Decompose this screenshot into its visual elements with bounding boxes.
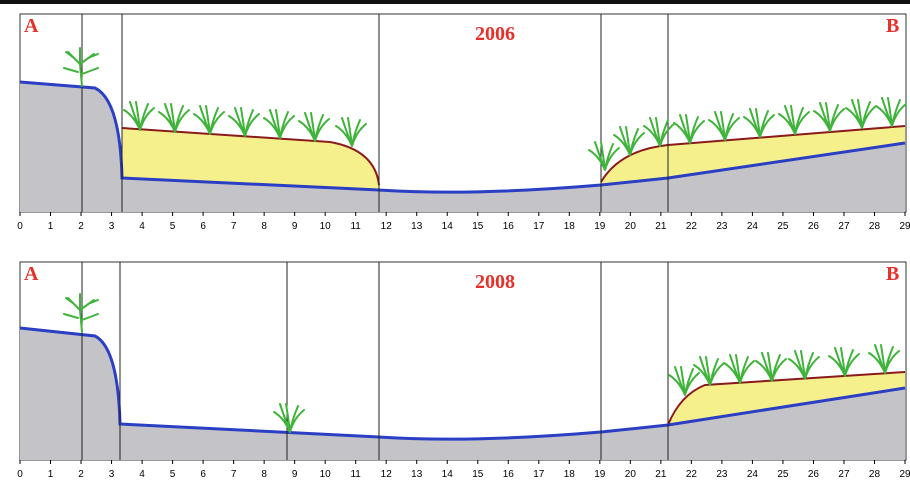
tick-label: 7 xyxy=(231,469,237,480)
tick-label: 4 xyxy=(139,469,145,480)
tick-label: 3 xyxy=(109,469,115,480)
tick-label: 3 xyxy=(109,221,115,232)
tick-label: 24 xyxy=(747,221,759,232)
tick-label: 29 xyxy=(899,221,910,232)
tick-label: 2 xyxy=(78,221,84,232)
tick-label: 9 xyxy=(292,221,298,232)
tick-label: 20 xyxy=(625,469,637,480)
label-a: A xyxy=(24,15,39,37)
tick-label: 8 xyxy=(261,221,267,232)
year: 2008 xyxy=(475,271,515,293)
tick-label: 11 xyxy=(350,469,361,480)
tick-label: 8 xyxy=(261,469,267,480)
tick-label: 23 xyxy=(716,221,728,232)
tick-label: 24 xyxy=(747,469,759,480)
tick-label: 0 xyxy=(17,221,23,232)
tick-label: 5 xyxy=(170,221,176,232)
tick-label: 26 xyxy=(808,469,820,480)
label-b: B xyxy=(886,15,899,37)
tick-label: 25 xyxy=(777,469,789,480)
tick-label: 18 xyxy=(564,469,576,480)
tick-label: 21 xyxy=(655,469,667,480)
tick-label: 6 xyxy=(200,469,206,480)
tick-label: 10 xyxy=(320,221,332,232)
tick-label: 23 xyxy=(716,469,728,480)
tick-label: 5 xyxy=(170,469,176,480)
tick-label: 21 xyxy=(655,221,667,232)
label-a: A xyxy=(24,263,39,285)
tick-label: 7 xyxy=(231,221,237,232)
tick-label: 29 xyxy=(899,469,910,480)
tick-label: 19 xyxy=(594,469,606,480)
tick-label: 10 xyxy=(320,469,332,480)
tick-label: 20 xyxy=(625,221,637,232)
tick-label: 25 xyxy=(777,221,789,232)
tick-label: 1 xyxy=(48,221,54,232)
tick-label: 16 xyxy=(503,221,515,232)
tick-label: 19 xyxy=(594,221,606,232)
tick-label: 22 xyxy=(686,221,698,232)
tick-label: 13 xyxy=(411,469,423,480)
tick-label: 27 xyxy=(838,469,850,480)
tick-label: 28 xyxy=(869,221,881,232)
tick-label: 17 xyxy=(533,221,545,232)
tick-label: 17 xyxy=(533,469,545,480)
tick-label: 6 xyxy=(200,221,206,232)
tick-label: 28 xyxy=(869,469,881,480)
tick-label: 16 xyxy=(503,469,515,480)
tick-label: 2 xyxy=(78,469,84,480)
tick-label: 27 xyxy=(838,221,850,232)
diagram: A B 2006 0123456789101112131415161718192… xyxy=(0,0,910,486)
tick-label: 12 xyxy=(381,221,393,232)
tick-label: 1 xyxy=(48,469,54,480)
tick-label: 15 xyxy=(472,221,484,232)
tick-label: 0 xyxy=(17,469,23,480)
tick-label: 15 xyxy=(472,469,484,480)
tick-label: 13 xyxy=(411,221,423,232)
tick-label: 22 xyxy=(686,469,698,480)
tick-label: 14 xyxy=(442,469,454,480)
tick-label: 11 xyxy=(350,221,361,232)
tick-label: 14 xyxy=(442,221,454,232)
year: 2006 xyxy=(475,23,515,45)
top-bar xyxy=(0,0,910,4)
tick-label: 26 xyxy=(808,221,820,232)
tick-label: 4 xyxy=(139,221,145,232)
tick-label: 18 xyxy=(564,221,576,232)
tick-label: 12 xyxy=(381,469,393,480)
tick-label: 9 xyxy=(292,469,298,480)
label-b: B xyxy=(886,263,899,285)
